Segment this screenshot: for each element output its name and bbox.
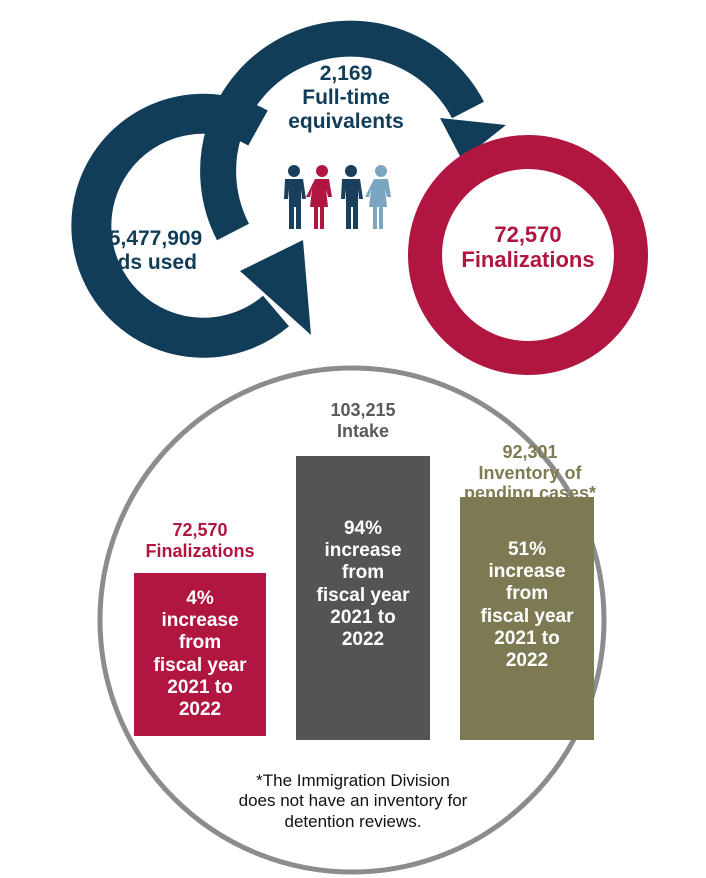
staff-block: 2,169 Full-time equivalents: [256, 62, 436, 134]
staff-cycle-arrow: [200, 20, 506, 241]
bar-finalizations-header: 72,570 Finalizations: [134, 520, 266, 561]
bar-finalizations-line: fiscal year: [153, 654, 247, 676]
bar-intake-line: 94%: [343, 518, 383, 539]
bar-intake-line: fiscal year: [316, 584, 410, 606]
bar-inventory-header: 92,301 Inventory of pending cases*: [440, 442, 620, 504]
bar-inventory-label-line1: Inventory of: [478, 462, 582, 483]
bar-intake: 94% increase from fiscal year 2021 to 20…: [296, 456, 430, 740]
outer-grey-circle: [97, 365, 607, 875]
bar-finalizations-label: Finalizations: [145, 540, 255, 561]
bar-inventory-line: from: [505, 583, 549, 605]
bar-intake-line: 2022: [341, 629, 385, 651]
bar-intake-header: 103,215 Intake: [296, 400, 430, 441]
finalizations-block: 72,570: [478, 222, 578, 247]
bar-inventory-value: 92,301: [502, 442, 558, 462]
bar-intake-line: from: [341, 562, 385, 584]
bar-finalizations-line: 2021 to: [167, 676, 233, 698]
bar-inventory-line: 2021 to: [494, 627, 560, 649]
bar-inventory: 51% increase from fiscal year 2021 to 20…: [460, 497, 594, 740]
bar-intake-line: increase: [324, 540, 402, 562]
staff-label-line2: equivalents: [288, 110, 404, 134]
bar-finalizations-line: from: [178, 632, 222, 654]
bar-finalizations-line: increase: [161, 610, 239, 632]
finalizations-label: Finalizations: [461, 247, 595, 272]
finalizations-value: 72,570: [494, 222, 562, 247]
footnote-line3: detention reviews.: [284, 811, 422, 831]
bar-finalizations-value: 72,570: [172, 520, 228, 540]
bar-inventory-line: fiscal year: [480, 605, 574, 627]
funds-cycle-arrow: [71, 93, 311, 358]
funds-label: Funds used: [79, 251, 197, 275]
bar-intake-label: Intake: [336, 420, 390, 441]
bar-inventory-line: increase: [488, 561, 566, 583]
bar-inventory-line: 51%: [507, 539, 547, 560]
finalizations-ring: [408, 135, 648, 375]
people-group-icon: [284, 165, 391, 229]
footnote-line2: does not have an inventory for: [238, 791, 468, 811]
staff-label-line1: Full-time: [302, 86, 390, 110]
staff-value: 2,169: [319, 62, 373, 85]
bar-finalizations: 4% increase from fiscal year 2021 to 202…: [134, 573, 266, 736]
footnote: *The Immigration Division does not have …: [176, 771, 530, 832]
funds-value: $285,477,909: [73, 227, 203, 250]
bar-intake-line: 2021 to: [330, 606, 396, 628]
bar-finalizations-line: 2022: [178, 698, 222, 720]
bar-finalizations-line: 4%: [186, 587, 214, 609]
bar-intake-value: 103,215: [330, 400, 396, 420]
funds-block: $285,477,909 Funds used: [48, 227, 228, 275]
bar-inventory-line: 2022: [505, 650, 549, 672]
finalizations-label-block: Finalizations: [448, 247, 608, 272]
footnote-line1: *The Immigration Division: [256, 771, 450, 790]
